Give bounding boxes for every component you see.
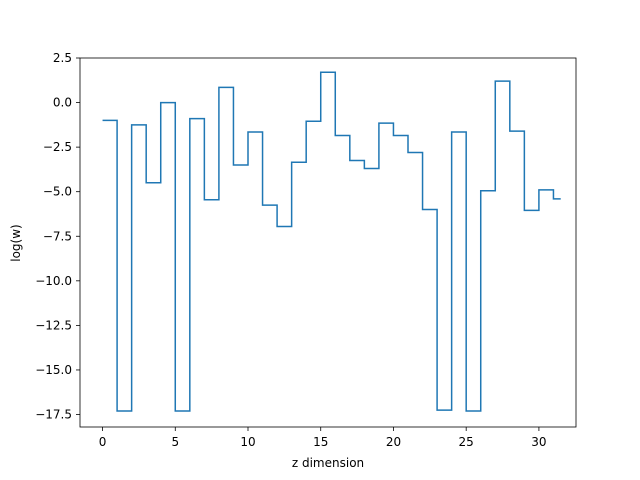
x-tick-label: 5 <box>171 435 179 449</box>
x-tick-label: 25 <box>459 435 474 449</box>
y-axis-label: log(w) <box>9 224 23 261</box>
y-axis-ticks: 2.5 0.0 −2.5 −5.0 −7.5 −10.0 −12.5 −15.0 −17.5 <box>35 51 80 422</box>
y-tick-label: −15.0 <box>35 363 72 377</box>
x-tick-label: 20 <box>386 435 401 449</box>
x-tick-label: 10 <box>240 435 255 449</box>
x-tick-label: 30 <box>531 435 546 449</box>
y-tick-label: 2.5 <box>53 51 72 65</box>
y-tick-label: −12.5 <box>35 318 72 332</box>
y-tick-label: −17.5 <box>35 408 72 422</box>
axes-frame <box>79 57 577 428</box>
y-tick-label: −10.0 <box>35 274 72 288</box>
x-tick-label: 0 <box>99 435 107 449</box>
plot-area <box>79 57 577 428</box>
series-step-line-0 <box>102 71 561 412</box>
y-tick-label: −5.0 <box>43 185 72 199</box>
y-tick-label: −7.5 <box>43 229 72 243</box>
x-axis-ticks: 0 5 10 15 20 25 30 <box>99 427 547 449</box>
x-tick-label: 15 <box>313 435 328 449</box>
x-axis-label: z dimension <box>292 456 364 470</box>
y-tick-label: 0.0 <box>53 96 72 110</box>
y-tick-label: −2.5 <box>43 140 72 154</box>
